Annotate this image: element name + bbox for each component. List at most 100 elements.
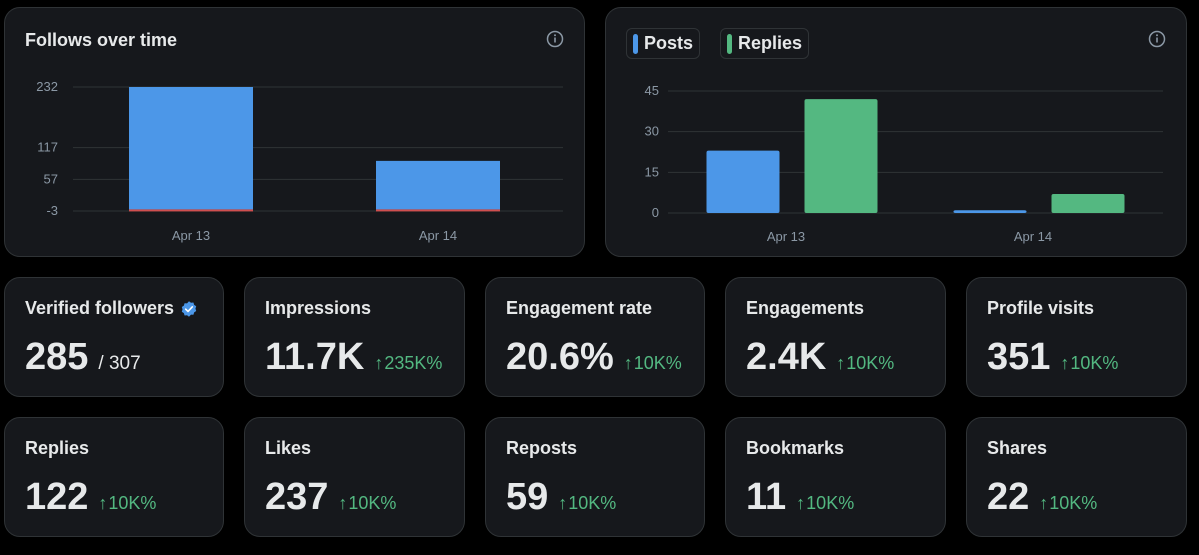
activity-chart-plot: 45 30 15 0 Apr 13 Apr 14 xyxy=(645,83,1163,244)
stat-card-profile-visits[interactable]: Profile visits 351 ↑10K% xyxy=(966,277,1187,397)
stat-row: 237 ↑10K% xyxy=(265,476,396,519)
x-tick-label: Apr 13 xyxy=(767,229,805,244)
stat-row: 2.4K ↑10K% xyxy=(746,336,894,379)
follows-bar[interactable] xyxy=(129,87,253,210)
stat-change-value: 10K% xyxy=(348,493,397,513)
posts-bar[interactable] xyxy=(706,150,780,213)
stat-change: ↑10K% xyxy=(558,493,616,514)
arrow-up-icon: ↑ xyxy=(836,353,846,373)
arrow-up-icon: ↑ xyxy=(796,493,806,513)
stat-label: Shares xyxy=(987,438,1048,458)
stat-change-value: 10K% xyxy=(1049,493,1098,513)
follows-chart-title: Follows over time xyxy=(25,30,178,50)
stat-change-value: 10K% xyxy=(1070,353,1119,373)
stat-value: 285 xyxy=(25,336,89,378)
info-icon[interactable] xyxy=(1148,30,1166,48)
stat-label: Verified followers xyxy=(25,298,198,319)
stat-label: Engagements xyxy=(746,298,865,318)
stat-value: 351 xyxy=(987,336,1051,378)
stat-change: ↑10K% xyxy=(836,353,894,374)
x-tick-label: Apr 13 xyxy=(172,228,210,243)
stat-change: ↑10K% xyxy=(796,493,854,514)
stat-label: Likes xyxy=(265,438,312,458)
stat-change-value: 10K% xyxy=(568,493,617,513)
y-tick-label: 232 xyxy=(36,79,58,94)
follows-chart-plot: 232 117 57 -3 Apr 13 Apr 14 xyxy=(36,79,563,243)
stat-label-text: Verified followers xyxy=(25,298,175,318)
stat-row: 122 ↑10K% xyxy=(25,476,156,519)
y-tick-label: 30 xyxy=(645,124,659,139)
stat-value: 22 xyxy=(987,476,1030,518)
x-tick-label: Apr 14 xyxy=(419,228,457,243)
legend-posts-label: Posts xyxy=(644,33,694,53)
stat-value: 11.7K xyxy=(265,336,365,378)
unfollows-bar[interactable] xyxy=(376,209,500,212)
legend-replies-swatch xyxy=(727,33,733,54)
replies-bar[interactable] xyxy=(804,99,878,213)
arrow-up-icon: ↑ xyxy=(374,353,384,373)
legend-replies[interactable]: Replies xyxy=(720,28,810,59)
stat-card-impressions[interactable]: Impressions 11.7K ↑235K% xyxy=(244,277,465,397)
stat-value: 59 xyxy=(506,476,549,518)
stat-row: 20.6% ↑10K% xyxy=(506,336,682,379)
stat-row: 351 ↑10K% xyxy=(987,336,1118,379)
y-tick-label: 15 xyxy=(645,164,659,179)
stat-change-value: 235K% xyxy=(384,353,443,373)
chart-legend: Posts Replies xyxy=(626,28,810,59)
stat-row: 22 ↑10K% xyxy=(987,476,1097,519)
stat-label: Impressions xyxy=(265,298,372,318)
stat-card-replies[interactable]: Replies 122 ↑10K% xyxy=(4,417,224,537)
stat-row: 11 ↑10K% xyxy=(746,476,854,519)
stat-label: Bookmarks xyxy=(746,438,845,458)
follows-bar[interactable] xyxy=(376,160,500,210)
stat-value: 20.6% xyxy=(506,336,614,378)
stat-change: ↑10K% xyxy=(1039,493,1097,514)
stat-label: Reposts xyxy=(506,438,578,458)
legend-posts-swatch xyxy=(633,33,638,54)
arrow-up-icon: ↑ xyxy=(623,353,633,373)
stat-label: Engagement rate xyxy=(506,298,653,318)
y-tick-label: 0 xyxy=(652,205,659,220)
y-tick-label: -3 xyxy=(46,203,58,218)
y-tick-label: 45 xyxy=(645,83,659,98)
stat-value: 237 xyxy=(265,476,329,518)
stat-change-value: 10K% xyxy=(806,493,855,513)
activity-chart-card: Posts Replies 45 30 15 0 Apr 13 Apr 14 xyxy=(605,7,1187,257)
arrow-up-icon: ↑ xyxy=(558,493,568,513)
stat-label: Replies xyxy=(25,438,90,458)
legend-posts[interactable]: Posts xyxy=(626,28,701,59)
stat-change: ↑235K% xyxy=(374,353,442,374)
x-tick-label: Apr 14 xyxy=(1014,229,1052,244)
stat-value: 2.4K xyxy=(746,336,827,378)
verified-badge-icon xyxy=(181,300,197,317)
stat-card-verified-followers[interactable]: Verified followers 285 / 307 xyxy=(4,277,224,397)
arrow-up-icon: ↑ xyxy=(338,493,348,513)
stat-change: ↑10K% xyxy=(624,353,682,374)
legend-replies-label: Replies xyxy=(738,33,803,53)
y-tick-label: 57 xyxy=(44,171,58,186)
unfollows-bar[interactable] xyxy=(129,209,253,212)
stat-card-engagements[interactable]: Engagements 2.4K ↑10K% xyxy=(725,277,946,397)
stat-change: ↑10K% xyxy=(338,493,396,514)
arrow-up-icon: ↑ xyxy=(98,493,108,513)
arrow-up-icon: ↑ xyxy=(1060,353,1070,373)
info-icon[interactable] xyxy=(546,30,564,48)
stat-change-value: 10K% xyxy=(633,353,682,373)
stat-label: Profile visits xyxy=(987,298,1095,318)
stat-change: ↑10K% xyxy=(98,493,156,514)
stat-card-engagement-rate[interactable]: Engagement rate 20.6% ↑10K% xyxy=(485,277,705,397)
stat-card-shares[interactable]: Shares 22 ↑10K% xyxy=(966,417,1187,537)
stat-card-likes[interactable]: Likes 237 ↑10K% xyxy=(244,417,465,537)
y-tick-label: 117 xyxy=(37,140,58,155)
stat-card-reposts[interactable]: Reposts 59 ↑10K% xyxy=(485,417,705,537)
stat-value: 11 xyxy=(746,476,787,518)
stat-change-value: 10K% xyxy=(846,353,895,373)
replies-bar[interactable] xyxy=(1051,194,1125,213)
stat-value: 122 xyxy=(25,476,89,518)
stat-card-bookmarks[interactable]: Bookmarks 11 ↑10K% xyxy=(725,417,946,537)
arrow-up-icon: ↑ xyxy=(1039,493,1049,513)
stat-total: / 307 xyxy=(98,353,141,374)
follows-chart-card: Follows over time 232 117 57 -3 Apr 13 Apr 14 xyxy=(4,7,585,257)
posts-bar[interactable] xyxy=(953,210,1027,213)
stat-change: ↑10K% xyxy=(1060,353,1118,374)
